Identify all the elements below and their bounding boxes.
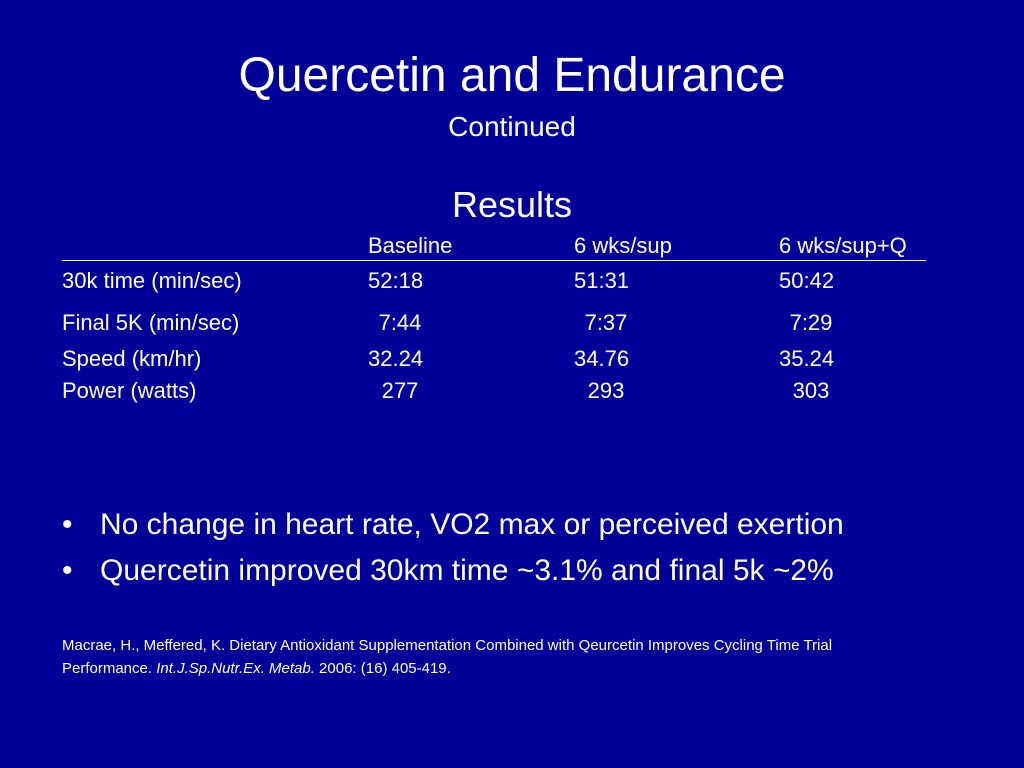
bullet-list: • No change in heart rate, VO2 max or pe… — [62, 502, 1012, 594]
bullet-dot: • — [62, 508, 73, 541]
cell-6wks-sup-q: 35.24 — [779, 346, 835, 371]
bullet-item: • No change in heart rate, VO2 max or pe… — [62, 502, 1012, 548]
cell-6wks-sup: 7:37 — [584, 310, 628, 335]
cell-baseline: 277 — [381, 378, 419, 403]
bullet-dot: • — [62, 554, 73, 587]
cell-baseline: 52:18 — [368, 268, 424, 293]
bullet-text: No change in heart rate, VO2 max or perc… — [100, 508, 844, 541]
slide-subtitle: Continued — [448, 111, 576, 142]
row-label: Power (watts) — [62, 378, 197, 403]
row-label: 30k time (min/sec) — [62, 268, 242, 293]
row-label: Speed (km/hr) — [62, 346, 202, 371]
citation-prefix: Performance. — [62, 660, 157, 677]
bullet-text: Quercetin improved 30km time ~3.1% and f… — [100, 554, 834, 587]
table-row: 30k time (min/sec) 52:18 51:31 50:42 — [62, 267, 942, 295]
table-row: Power (watts) 277 293 303 — [62, 377, 942, 405]
results-heading: Results — [451, 184, 573, 225]
table-header-baseline: Baseline — [368, 233, 453, 258]
citation-line-1: Macrae, H., Meffered, K. Dietary Antioxi… — [62, 637, 833, 654]
cell-6wks-sup-q: 50:42 — [779, 268, 835, 293]
cell-6wks-sup: 34.76 — [574, 346, 630, 371]
cell-6wks-sup-q: 7:29 — [789, 310, 833, 335]
results-table: Baseline 6 wks/sup 6 wks/sup+Q 30k time … — [62, 232, 942, 405]
table-header-6wks-sup-q: 6 wks/sup+Q — [779, 233, 907, 258]
table-row: Final 5K (min/sec) 7:44 7:37 7:29 — [62, 309, 942, 337]
row-label: Final 5K (min/sec) — [62, 310, 240, 335]
table-header-6wks-sup: 6 wks/sup — [574, 233, 672, 258]
cell-6wks-sup-q: 303 — [792, 378, 830, 403]
table-row: Speed (km/hr) 32.24 34.76 35.24 — [62, 345, 942, 373]
citation: Macrae, H., Meffered, K. Dietary Antioxi… — [62, 634, 962, 680]
cell-baseline: 32.24 — [368, 346, 424, 371]
cell-baseline: 7:44 — [378, 310, 422, 335]
citation-journal: Int.J.Sp.Nutr.Ex. Metab. — [156, 660, 315, 677]
cell-6wks-sup: 293 — [587, 378, 625, 403]
bullet-item: • Quercetin improved 30km time ~3.1% and… — [62, 548, 1012, 594]
citation-line-2: Performance. Int.J.Sp.Nutr.Ex. Metab. 20… — [62, 657, 962, 680]
citation-suffix: 2006: (16) 405-419. — [314, 660, 451, 677]
slide-title: Quercetin and Endurance — [238, 49, 786, 102]
table-header-row: Baseline 6 wks/sup 6 wks/sup+Q — [62, 232, 926, 261]
cell-6wks-sup: 51:31 — [574, 268, 630, 293]
